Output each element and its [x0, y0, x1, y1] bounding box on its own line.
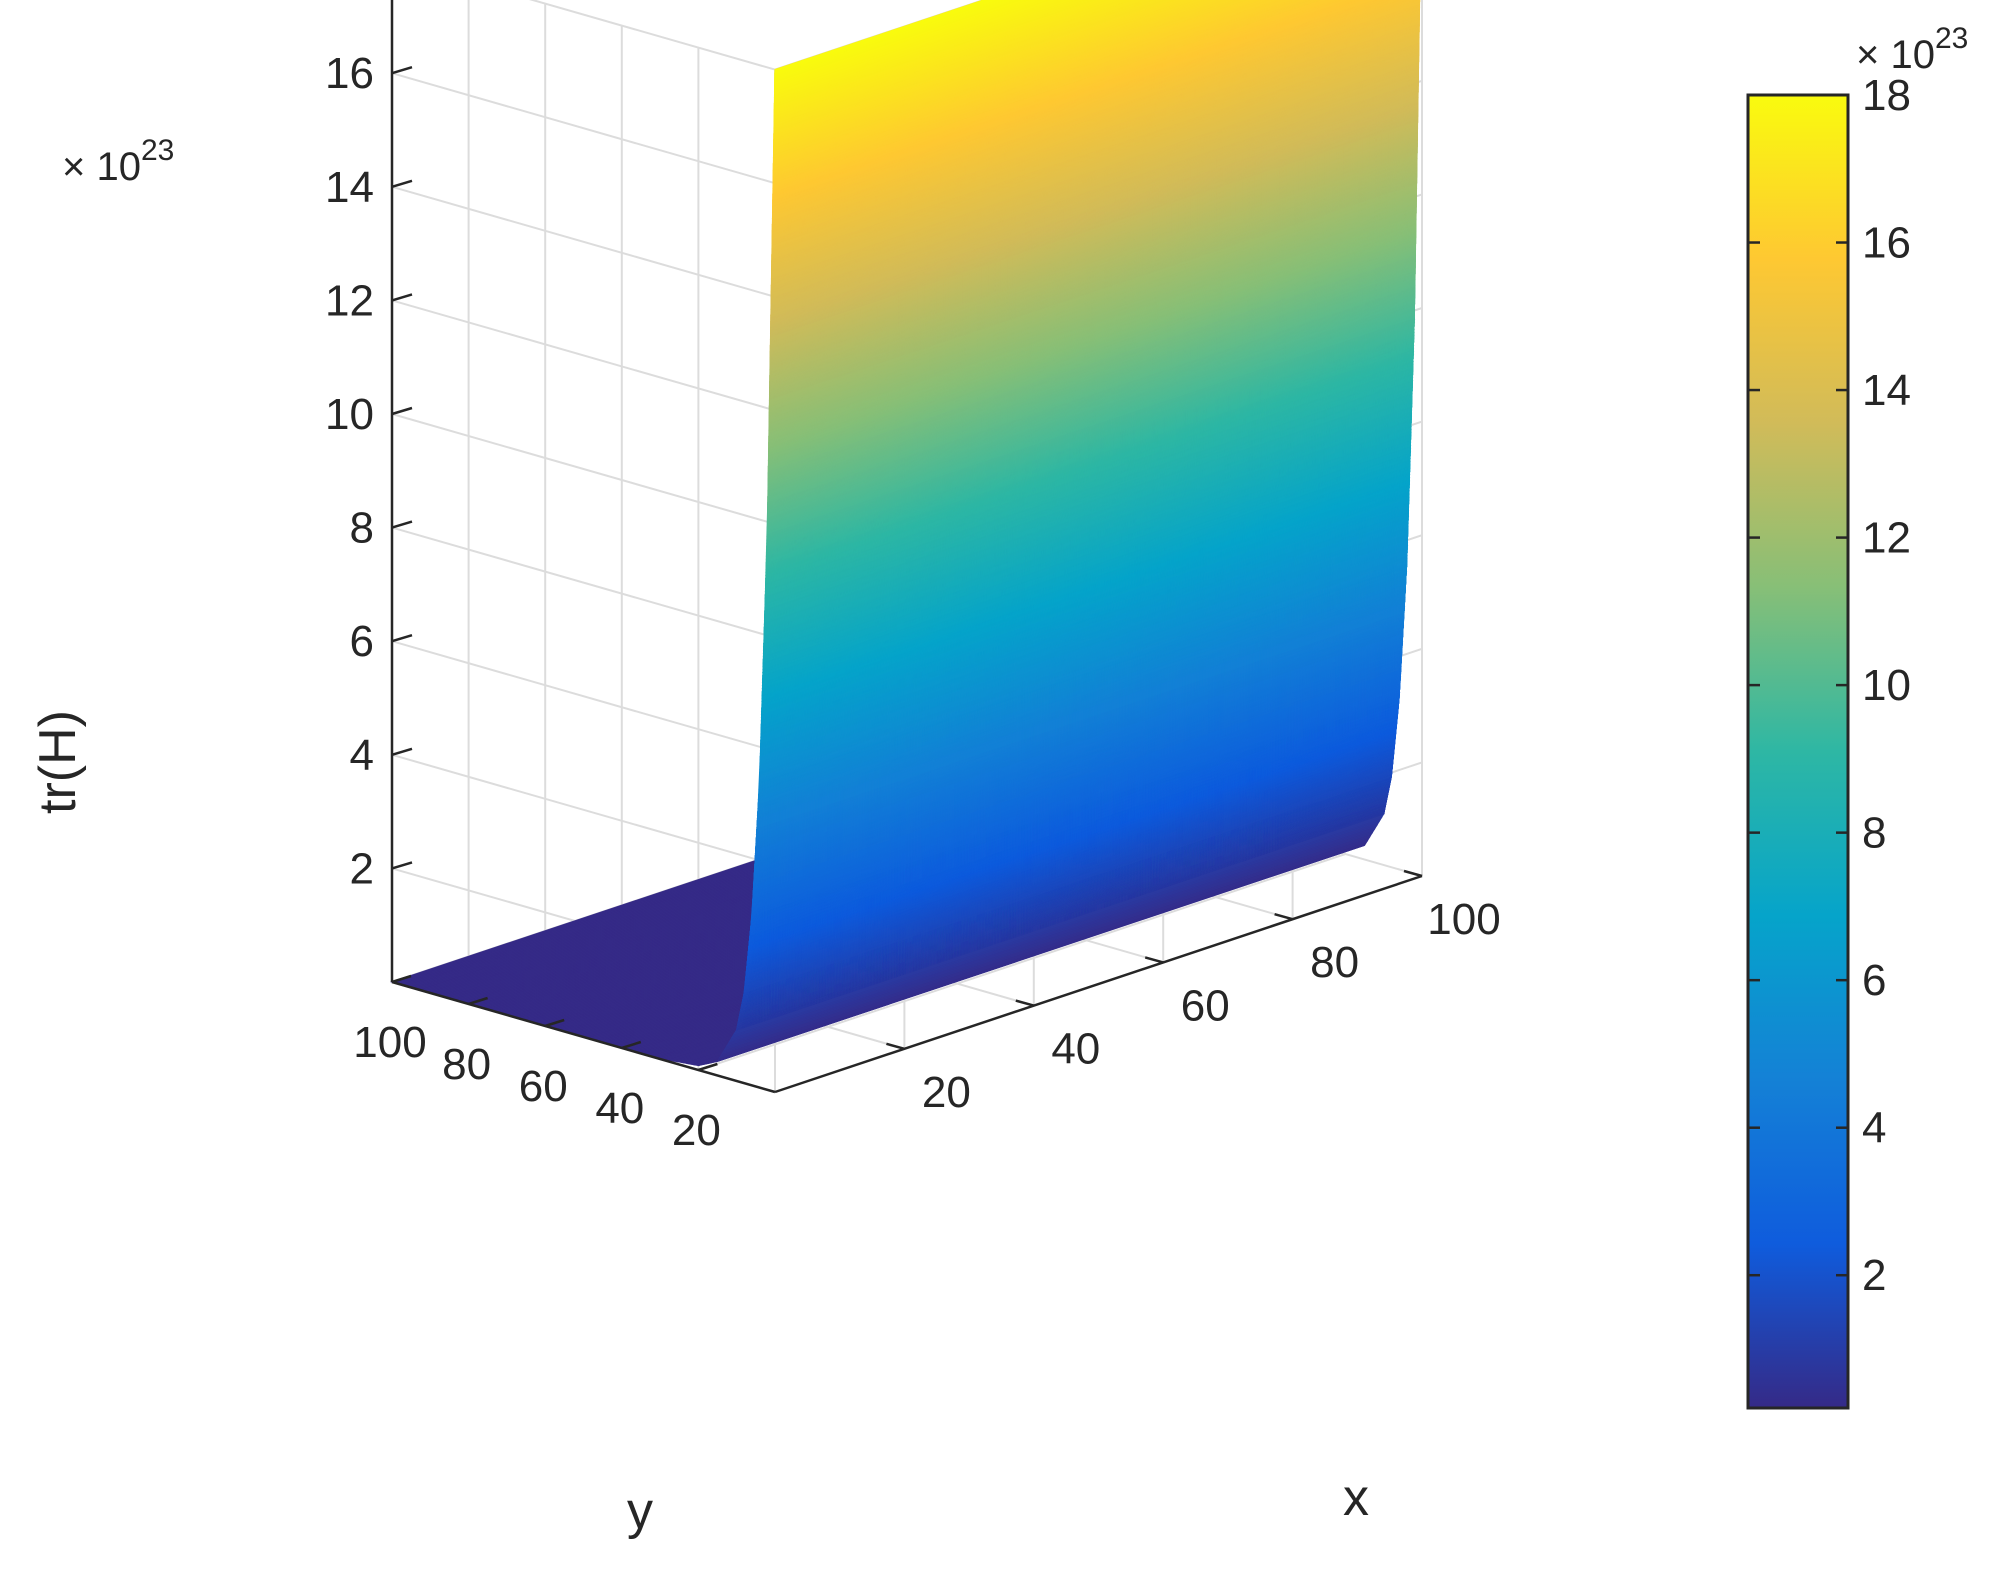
grid-line [391, 413, 776, 525]
grid-line [391, 640, 776, 753]
grid-line [391, 185, 776, 298]
grid-line [698, 853, 1346, 1071]
grid-line [529, 0, 776, 71]
surface [389, 0, 1421, 1067]
grid-line [391, 753, 776, 866]
grid-line [391, 72, 776, 185]
grid-line [391, 526, 776, 639]
grid-line [391, 299, 776, 412]
